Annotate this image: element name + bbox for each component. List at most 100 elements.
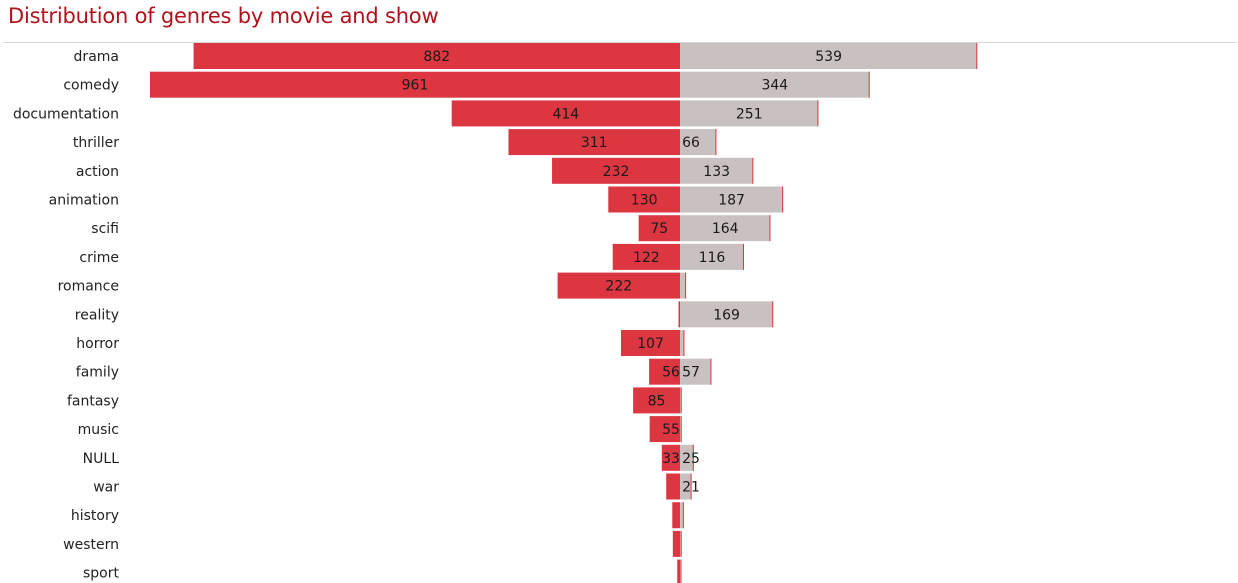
bar-left <box>672 530 680 557</box>
bar-right-edge <box>769 215 771 242</box>
bar-right-edge <box>680 559 682 583</box>
category-label: war <box>93 480 119 496</box>
bar-right-edge <box>868 71 870 98</box>
value-label-right: 164 <box>712 221 739 237</box>
bar-right <box>680 444 694 471</box>
bar-right <box>680 71 870 98</box>
bar-right-edge <box>680 387 682 414</box>
bar-left <box>649 358 680 385</box>
value-label-left: 311 <box>581 135 608 151</box>
bar-right-edge <box>782 186 784 213</box>
category-label: action <box>76 164 119 180</box>
bars-layer <box>150 43 978 583</box>
bar-left <box>508 129 680 156</box>
value-label-left: 122 <box>633 250 660 266</box>
value-label-right: 539 <box>815 49 842 65</box>
bar-right <box>680 129 717 156</box>
category-label: history <box>71 508 119 524</box>
bar-left <box>649 416 680 443</box>
bar-right <box>680 272 687 299</box>
value-label-left: 75 <box>650 221 668 237</box>
value-label-left: 130 <box>631 193 658 209</box>
bar-left <box>608 186 680 213</box>
bar-left <box>661 444 680 471</box>
value-label-right: 66 <box>682 135 700 151</box>
bar-right-edge <box>710 358 712 385</box>
bar-right-edge <box>680 416 682 443</box>
category-label: animation <box>49 193 119 209</box>
labels-layer: drama 882 539 comedy 961 344 documentation 414 2… <box>13 49 842 582</box>
value-label-left: 56 <box>662 365 680 381</box>
value-label-left: 414 <box>552 106 579 122</box>
value-label-left: 33 <box>662 451 680 467</box>
bar-right-edge <box>752 157 754 184</box>
category-label: romance <box>58 279 119 295</box>
category-label: fantasy <box>67 393 119 409</box>
category-label: family <box>76 365 119 381</box>
value-label-right: 133 <box>703 164 730 180</box>
category-label: comedy <box>63 78 119 94</box>
bar-right <box>680 473 692 500</box>
category-label: reality <box>75 307 119 323</box>
bar-left <box>150 71 681 98</box>
bar-right-edge <box>715 129 717 156</box>
bar-right <box>680 157 754 184</box>
bar-right <box>680 186 784 213</box>
bar-right <box>680 301 774 328</box>
bar-right-edge <box>817 100 819 127</box>
value-label-right: 251 <box>736 106 763 122</box>
bar-right-edge <box>742 243 744 270</box>
value-label-right: 169 <box>713 307 740 323</box>
bar-right <box>680 43 978 69</box>
chart-title: Distribution of genres by movie and show <box>8 4 439 28</box>
category-label: sport <box>83 566 120 582</box>
category-label: crime <box>79 250 119 266</box>
value-label-right: 57 <box>682 365 700 381</box>
value-label-left: 882 <box>423 49 450 65</box>
bar-left <box>552 157 680 184</box>
bar-left <box>451 100 680 127</box>
bar-right-edge <box>680 530 682 557</box>
bar-left <box>633 387 680 414</box>
category-label: thriller <box>73 135 119 151</box>
bar-left <box>193 43 680 69</box>
bar-right-edge <box>690 473 692 500</box>
value-label-right: 187 <box>718 193 745 209</box>
value-label-left: 85 <box>648 393 666 409</box>
bar-right <box>680 502 684 529</box>
bar-left <box>677 559 680 583</box>
category-label: music <box>78 422 119 438</box>
value-label-right: 116 <box>699 250 726 266</box>
category-label: horror <box>76 336 119 352</box>
bar-left <box>638 215 680 242</box>
value-label-left: 232 <box>603 164 630 180</box>
bar-right <box>680 100 819 127</box>
category-label: NULL <box>83 451 120 467</box>
bar-right <box>680 330 685 356</box>
bar-left <box>620 330 680 356</box>
value-label-left: 107 <box>637 336 664 352</box>
bar-left <box>557 272 680 299</box>
bar-left <box>678 301 680 328</box>
bar-right <box>680 243 744 270</box>
value-label-left: 55 <box>662 422 680 438</box>
bar-right-edge <box>772 301 774 328</box>
value-label-right: 344 <box>761 78 788 94</box>
bar-right-edge <box>685 272 687 299</box>
bar-right-edge <box>976 43 978 69</box>
bar-left <box>666 473 680 500</box>
category-label: documentation <box>13 106 119 122</box>
category-label: drama <box>74 49 119 65</box>
value-label-left: 961 <box>402 78 429 94</box>
category-label: western <box>63 537 119 553</box>
value-label-left: 222 <box>605 279 632 295</box>
value-label-right: 21 <box>682 480 700 496</box>
bar-left <box>672 502 680 529</box>
bar-right-edge <box>682 502 684 529</box>
bar-right <box>680 358 712 385</box>
bar-right-edge <box>683 330 685 356</box>
bar-left <box>612 243 680 270</box>
bar-right <box>680 215 771 242</box>
category-label: scifi <box>91 221 119 237</box>
